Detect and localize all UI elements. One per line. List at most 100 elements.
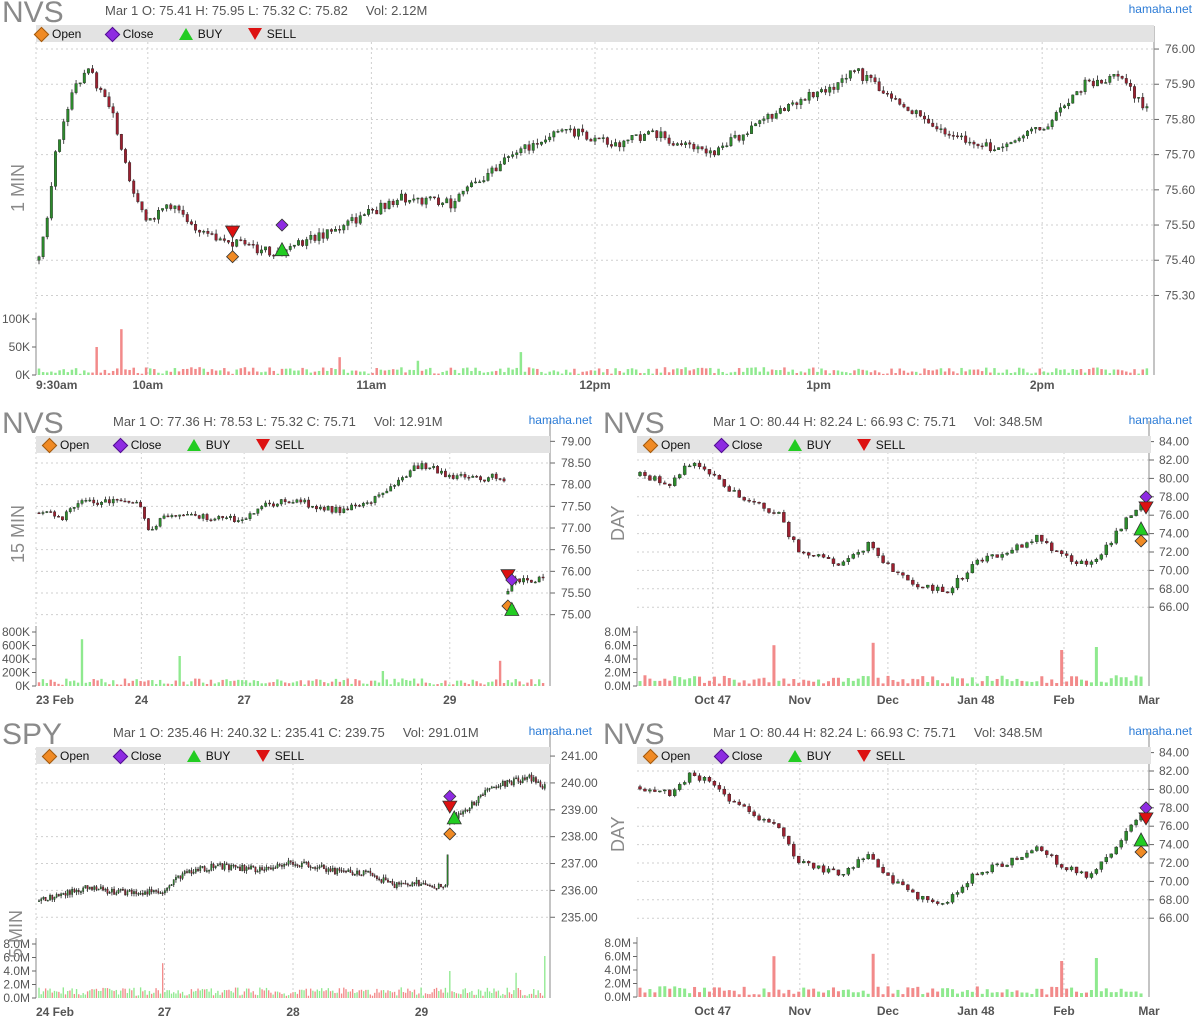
candle-body bbox=[688, 142, 692, 145]
site-link[interactable]: hamaha.net bbox=[1128, 724, 1192, 738]
volume-bar bbox=[528, 994, 531, 998]
volume-bar bbox=[526, 995, 528, 998]
volume-bar bbox=[433, 988, 436, 998]
candle-body bbox=[240, 519, 244, 521]
volume-bar bbox=[268, 990, 270, 998]
volume-bar bbox=[186, 995, 188, 998]
candle-body bbox=[725, 145, 729, 147]
volume-bar bbox=[374, 992, 376, 998]
grid-lines bbox=[35, 437, 550, 686]
volume-bar bbox=[750, 367, 753, 375]
volume-bar bbox=[327, 988, 330, 998]
volume-bar bbox=[526, 682, 529, 686]
site-link[interactable]: hamaha.net bbox=[528, 724, 592, 738]
volume-bar bbox=[112, 680, 115, 686]
candle-body bbox=[846, 868, 851, 875]
volume-bar bbox=[881, 683, 885, 686]
site-link[interactable]: hamaha.net bbox=[1128, 413, 1192, 427]
volume-tick-label: 8.0M bbox=[604, 936, 631, 950]
volume-bar bbox=[972, 369, 976, 375]
candle-body bbox=[490, 473, 494, 478]
volume-bar bbox=[742, 986, 746, 997]
volume-bar bbox=[444, 680, 447, 686]
candle-body bbox=[334, 507, 338, 513]
volume-bar bbox=[693, 986, 697, 997]
candle-body bbox=[541, 576, 545, 579]
candle-body bbox=[369, 870, 372, 874]
candle-body bbox=[303, 861, 305, 864]
candle-body bbox=[980, 872, 985, 875]
candle-body bbox=[446, 854, 449, 886]
candle-body bbox=[435, 888, 438, 890]
volume-bar bbox=[898, 368, 902, 375]
candle-body bbox=[408, 470, 412, 477]
candle-body bbox=[655, 130, 659, 138]
volume-bar bbox=[248, 988, 250, 998]
site-link[interactable]: hamaha.net bbox=[1128, 2, 1192, 16]
candle-body bbox=[173, 205, 177, 209]
volume-bar bbox=[334, 678, 338, 686]
volume-bar bbox=[1134, 991, 1138, 997]
candle-body bbox=[911, 889, 915, 893]
candle-body bbox=[1020, 544, 1024, 548]
candle-body bbox=[648, 789, 652, 792]
volume-bar bbox=[491, 681, 494, 686]
volume-bar bbox=[387, 990, 389, 998]
candle-body bbox=[1079, 871, 1084, 874]
candle-body bbox=[1030, 128, 1034, 132]
volume-bar bbox=[762, 677, 766, 686]
candle-body bbox=[296, 864, 299, 867]
volume-bar bbox=[836, 991, 840, 997]
volume-bar bbox=[533, 989, 535, 998]
volume-bar bbox=[221, 992, 223, 998]
site-link[interactable]: hamaha.net bbox=[528, 413, 592, 427]
candle-body bbox=[638, 786, 642, 790]
candle-body bbox=[692, 462, 697, 467]
volume-bar bbox=[325, 990, 327, 998]
candle-body bbox=[99, 87, 103, 91]
candle-body bbox=[251, 243, 255, 246]
y-tick-label: 75.50 bbox=[561, 586, 591, 600]
volume-bar bbox=[446, 992, 449, 998]
volume-bar bbox=[853, 370, 856, 375]
candle-body bbox=[506, 591, 510, 595]
candle-body bbox=[115, 112, 119, 135]
candle-body bbox=[420, 197, 424, 205]
candle-body bbox=[57, 516, 60, 518]
candle-body bbox=[133, 891, 135, 894]
legend-open: Open bbox=[642, 748, 690, 765]
candle-body bbox=[483, 479, 486, 482]
candle-body bbox=[84, 885, 87, 889]
volume-bar bbox=[437, 373, 440, 375]
volume-bar bbox=[487, 682, 490, 686]
volume-bar bbox=[53, 990, 56, 998]
sell-triangle-icon bbox=[255, 749, 270, 762]
volume-bar bbox=[985, 367, 988, 375]
volume-bar bbox=[985, 989, 989, 997]
candle-body bbox=[45, 511, 49, 513]
volume-bar bbox=[1071, 369, 1074, 375]
candle-body bbox=[444, 470, 447, 478]
candle-body bbox=[209, 519, 213, 522]
legend-buy-label: BUY bbox=[806, 748, 832, 763]
volume-bar bbox=[601, 372, 605, 375]
candle-body bbox=[1058, 107, 1062, 113]
ohlc-values: Mar 1 O: 80.44 H: 82.24 L: 66.93 C: 75.7… bbox=[713, 725, 956, 740]
open-diamond-icon bbox=[41, 437, 58, 453]
volume-bar bbox=[349, 991, 352, 998]
candle-body bbox=[387, 879, 389, 883]
candle-body bbox=[227, 240, 230, 243]
chart-legend: Open Close BUY SELL bbox=[36, 747, 550, 764]
volume-bar bbox=[147, 680, 150, 686]
candle-body bbox=[848, 70, 852, 79]
candle-body bbox=[896, 881, 900, 884]
volume-bar bbox=[544, 373, 547, 375]
candle-body bbox=[270, 867, 272, 870]
y-tick-label: 66.00 bbox=[1159, 911, 1189, 925]
legend-sell: SELL bbox=[255, 436, 304, 453]
volume-bar bbox=[1080, 679, 1084, 686]
volume-bar bbox=[243, 991, 246, 998]
volume-bar bbox=[951, 989, 955, 997]
volume-bar bbox=[449, 367, 453, 375]
volume-bar bbox=[522, 995, 524, 998]
